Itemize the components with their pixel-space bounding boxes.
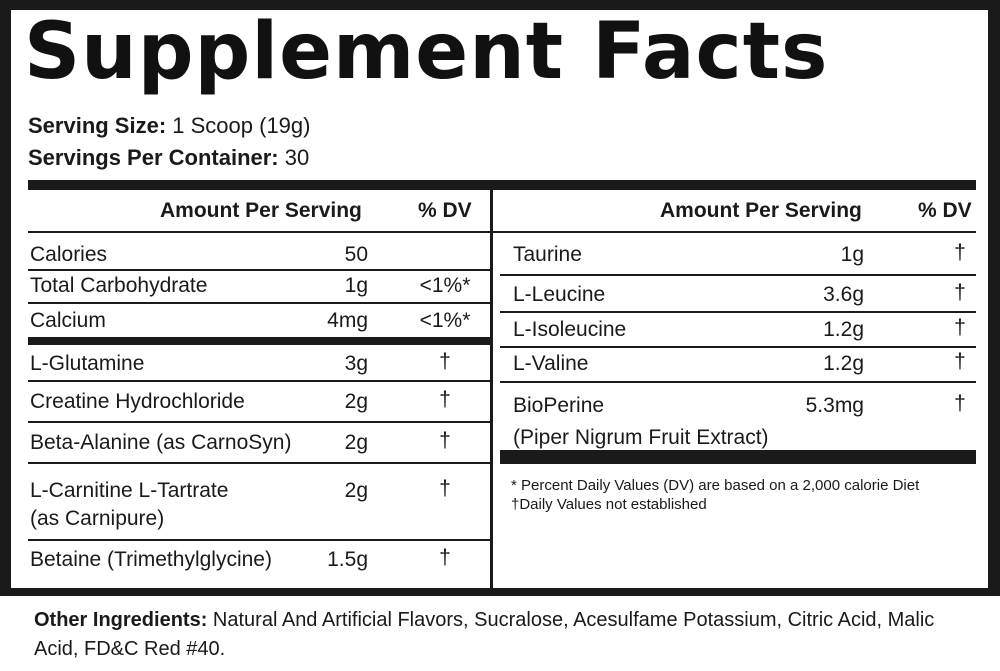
right-dv-header: % DV	[918, 199, 972, 222]
nutrient-amount: 1.2g	[823, 318, 864, 341]
nutrient-dv: †	[954, 392, 966, 415]
nutrient-amount: 1.5g	[327, 548, 368, 571]
dagger-footnote: †Daily Values not established	[511, 496, 707, 513]
right-amount-header: Amount Per Serving	[660, 199, 862, 222]
nutrient-subname: (as Carnipure)	[30, 507, 165, 530]
nutrient-amount: 50	[344, 243, 368, 266]
nutrient-amount: 1.2g	[823, 352, 864, 375]
row-rule	[500, 346, 976, 348]
nutrient-subname: (Piper Nigrum Fruit Extract)	[513, 426, 769, 449]
row-rule	[500, 381, 976, 383]
nutrient-dv: †	[439, 546, 451, 569]
nutrient-dv: <1%*	[419, 274, 471, 297]
nutrient-name: L-Carnitine L-Tartrate	[30, 479, 229, 502]
row-rule	[28, 302, 490, 304]
row-rule	[500, 311, 976, 313]
right-header-rule	[493, 231, 976, 233]
nutrient-name: BioPerine	[513, 394, 605, 417]
nutrient-name: Creatine Hydrochloride	[30, 390, 245, 413]
nutrient-dv: †	[954, 241, 966, 264]
nutrient-dv: †	[954, 350, 966, 373]
servings-per-container-value: 30	[284, 145, 310, 170]
nutrient-dv: †	[439, 477, 451, 500]
nutrient-name: L-Leucine	[513, 283, 606, 306]
nutrient-amount: 1g	[344, 274, 368, 297]
panel-title: Supplement Facts	[24, 7, 829, 97]
nutrient-name: L-Glutamine	[30, 352, 145, 375]
nutrient-amount: 4mg	[327, 309, 368, 332]
serving-size: Serving Size: 1 Scoop (19g)	[28, 112, 310, 140]
nutrient-amount: 1g	[840, 243, 864, 266]
left-amount-header: Amount Per Serving	[160, 199, 362, 222]
nutrient-name: Betaine (Trimethylglycine)	[30, 548, 272, 571]
dv-footnote: * Percent Daily Values (DV) are based on…	[511, 477, 920, 494]
nutrient-amount: 3.6g	[823, 283, 864, 306]
supplement-facts-inner	[11, 10, 988, 588]
nutrient-dv: †	[439, 388, 451, 411]
other-ingredients-label: Other Ingredients:	[34, 609, 208, 631]
nutrient-amount: 2g	[344, 431, 368, 454]
row-rule	[28, 380, 490, 382]
nutrient-amount: 2g	[344, 390, 368, 413]
servings-per-container: Servings Per Container: 30	[28, 144, 309, 172]
nutrient-amount: 3g	[344, 352, 368, 375]
nutrient-name: L-Isoleucine	[513, 318, 627, 341]
column-divider	[490, 190, 493, 588]
nutrient-name: Taurine	[513, 243, 582, 266]
row-rule	[500, 274, 976, 276]
serving-size-label: Serving Size:	[28, 113, 167, 138]
row-rule	[28, 269, 490, 271]
nutrient-dv: †	[439, 350, 451, 373]
nutrient-dv: †	[954, 316, 966, 339]
section-divider-bar	[28, 337, 490, 345]
nutrient-name: Calcium	[30, 309, 106, 332]
nutrient-dv: †	[439, 429, 451, 452]
nutrient-name: Calories	[30, 243, 108, 266]
nutrient-name: Beta-Alanine (as CarnoSyn)	[30, 431, 292, 454]
other-ingredients: Other Ingredients: Natural And Artificia…	[34, 606, 974, 664]
row-rule	[28, 539, 490, 541]
nutrient-name: Total Carbohydrate	[30, 274, 208, 297]
serving-size-value: 1 Scoop (19g)	[172, 113, 311, 138]
nutrient-amount: 2g	[344, 479, 368, 502]
left-dv-header: % DV	[418, 199, 472, 222]
nutrient-name: L-Valine	[513, 352, 589, 375]
row-rule	[28, 421, 490, 423]
nutrient-amount: 5.3mg	[805, 394, 864, 417]
nutrient-dv: †	[954, 281, 966, 304]
section-divider-bar	[500, 450, 976, 464]
left-header-rule	[28, 231, 490, 233]
row-rule	[28, 462, 490, 464]
supplement-facts-panel	[0, 0, 1000, 596]
header-divider-bar	[28, 180, 976, 190]
other-ingredients-text: Natural And Artificial Flavors, Sucralos…	[34, 609, 935, 660]
servings-per-container-label: Servings Per Container:	[28, 145, 279, 170]
nutrient-dv: <1%*	[419, 309, 471, 332]
